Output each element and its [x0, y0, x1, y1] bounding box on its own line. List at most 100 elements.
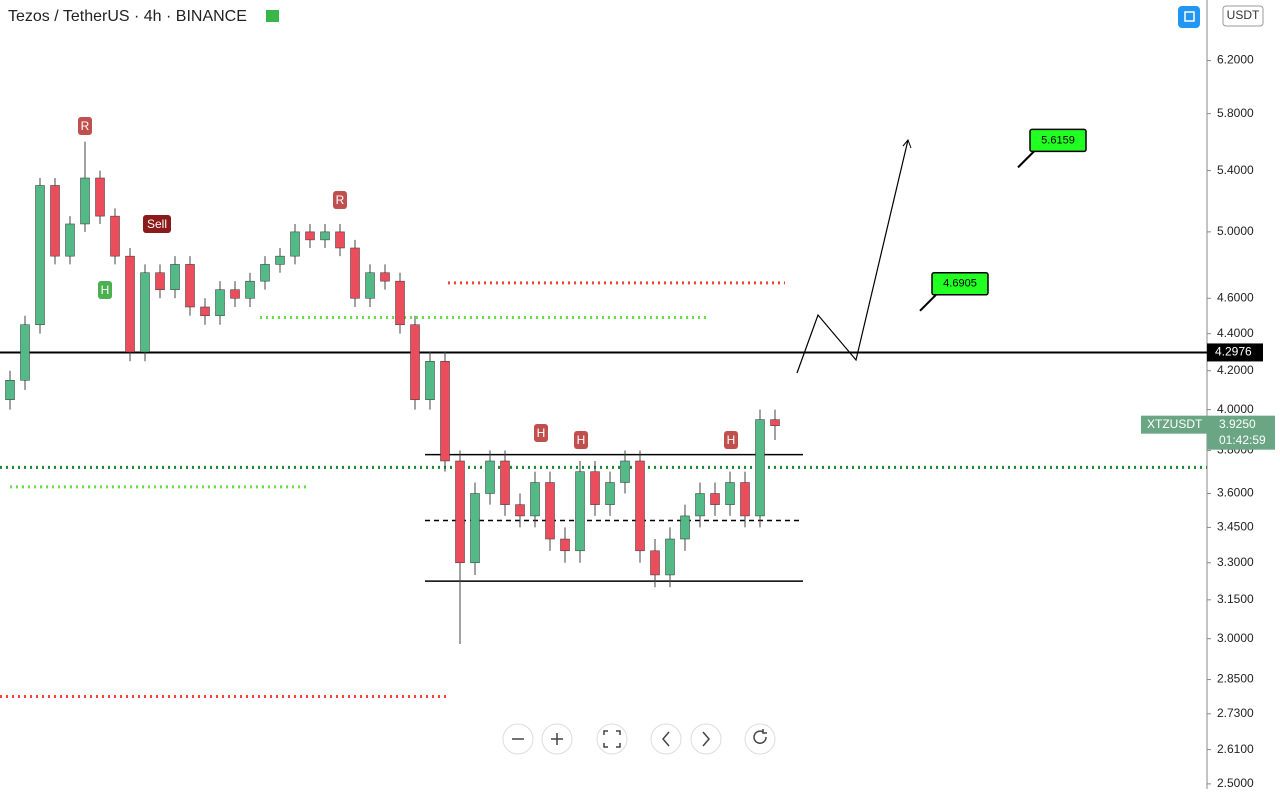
candle-body: [50, 185, 60, 257]
reset-button[interactable]: [744, 723, 776, 755]
candle-body: [35, 185, 45, 325]
candle-body: [680, 515, 690, 540]
annotation-label: H: [727, 433, 736, 447]
annotation-box: [78, 117, 92, 135]
candle-body: [290, 231, 300, 257]
candle-body: [605, 482, 615, 505]
candle-body: [500, 460, 510, 505]
candle-body: [620, 460, 630, 483]
y-tick-label: 3.6000: [1217, 486, 1254, 500]
y-tick-label: 4.2000: [1217, 363, 1254, 377]
annotation-box: [98, 281, 112, 299]
candle-body: [230, 289, 240, 299]
candle-body: [125, 255, 135, 353]
candle-body: [665, 538, 675, 576]
candle-body: [365, 272, 375, 299]
y-tick-label: 4.6000: [1217, 290, 1254, 304]
settings-button[interactable]: [1178, 6, 1200, 28]
projection-arrow: [902, 139, 912, 149]
annotation-box: [333, 191, 347, 209]
candle-body: [170, 264, 180, 290]
y-tick-label: 2.5000: [1217, 776, 1254, 789]
y-tick-label: 3.3000: [1217, 555, 1254, 569]
plot-area: [0, 141, 1207, 698]
scroll-left-button[interactable]: [650, 723, 682, 755]
y-tick-label: 3.1500: [1217, 592, 1254, 606]
candle-body: [245, 280, 255, 299]
candle-body: [440, 361, 450, 462]
y-tick-label: 3.0000: [1217, 631, 1254, 645]
target-label: 5.6159: [1041, 134, 1075, 146]
last-price-tag: [1207, 415, 1275, 450]
zoom-controls: [502, 723, 776, 755]
annotation-label: H: [101, 283, 110, 297]
candle-body: [215, 289, 225, 317]
scroll-right-button[interactable]: [690, 723, 722, 755]
candle-body: [575, 471, 585, 552]
countdown-label: 01:42:59: [1219, 433, 1266, 447]
candle-body: [260, 264, 270, 282]
fullscreen-button[interactable]: [596, 723, 628, 755]
candle-body: [425, 361, 435, 400]
currency-button[interactable]: [1222, 5, 1264, 27]
candle-body: [200, 306, 210, 317]
y-tick-label: 3.4500: [1217, 520, 1254, 534]
target-box: [931, 272, 989, 296]
candle-body: [740, 482, 750, 517]
candle-body: [110, 215, 120, 257]
candle-body: [635, 460, 645, 552]
candle-body: [410, 324, 420, 400]
candle-body: [350, 247, 360, 299]
candle-body: [275, 255, 285, 265]
y-tick-label: 5.0000: [1217, 224, 1254, 238]
candle-body: [590, 471, 600, 505]
candle-body: [185, 264, 195, 308]
annotation-box: [534, 424, 548, 442]
target-pointer: [919, 292, 939, 312]
annotation-label: H: [537, 426, 546, 440]
y-tick-label: 4.0000: [1217, 402, 1254, 416]
candle-body: [155, 272, 165, 290]
annotation-box: [574, 431, 588, 449]
candle-body: [695, 493, 705, 517]
annotation-label: Sell: [147, 217, 167, 231]
price-line-label: 4.2976: [1215, 345, 1252, 359]
candle-body: [710, 493, 720, 505]
candle-body: [305, 231, 315, 241]
y-tick-label: 5.4000: [1217, 163, 1254, 177]
annotation-box: [724, 431, 738, 449]
y-tick-label: 2.6100: [1217, 742, 1254, 756]
y-tick-label: 5.8000: [1217, 106, 1254, 120]
candle-body: [380, 272, 390, 282]
reset-icon: [753, 729, 767, 744]
currency-label: USDT: [1227, 8, 1260, 22]
candle-body: [545, 482, 555, 540]
y-tick-label: 2.8500: [1217, 672, 1254, 686]
candle-body: [725, 482, 735, 505]
y-tick-label: 6.2000: [1217, 53, 1254, 67]
candle-body: [395, 280, 405, 325]
last-price-label: 3.9250: [1219, 417, 1256, 431]
candle-body: [485, 460, 495, 494]
candle-body: [455, 460, 465, 564]
candle-body: [470, 493, 480, 564]
annotation-label: H: [577, 433, 586, 447]
target-label: 4.6905: [943, 278, 977, 290]
candle-body: [20, 324, 30, 381]
candle-body: [560, 538, 570, 552]
scroll-left-icon: [662, 731, 670, 747]
candle-body: [320, 231, 330, 241]
target-box: [1029, 128, 1087, 153]
fullscreen-icon: [603, 730, 621, 748]
annotation-label: R: [81, 119, 90, 133]
y-tick-label: 2.7300: [1217, 706, 1254, 720]
target-pointer: [1017, 148, 1037, 169]
settings-icon: [1184, 11, 1195, 22]
candle-body: [530, 482, 540, 517]
market-flag: [266, 10, 279, 22]
symbol-title: Tezos / TetherUS · 4h · BINANCE: [8, 8, 247, 25]
price-line-tag: [1207, 343, 1263, 362]
scroll-right-icon: [702, 731, 710, 747]
